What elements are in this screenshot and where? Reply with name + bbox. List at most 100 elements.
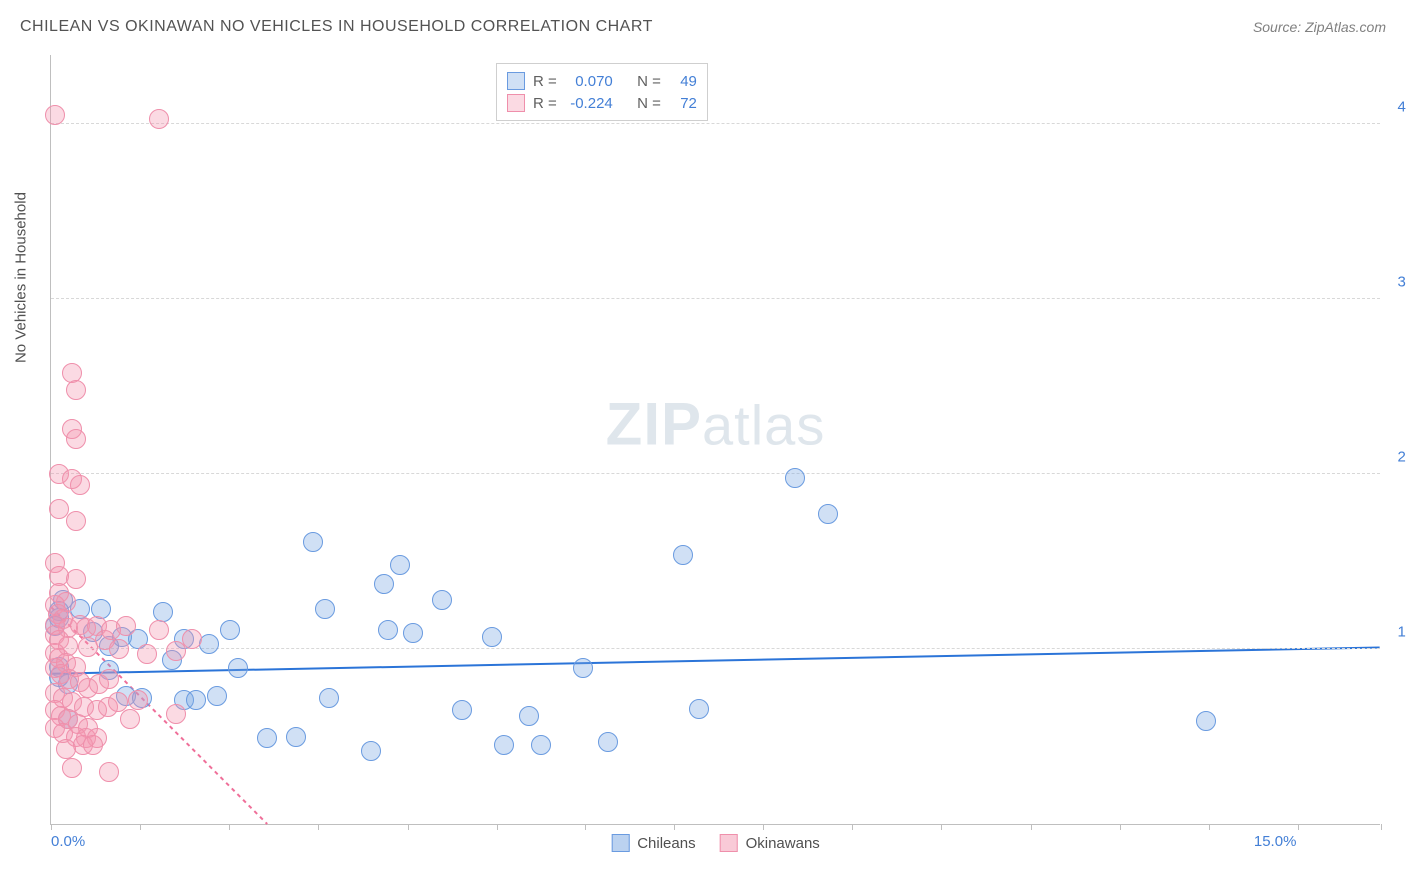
x-tick	[941, 824, 942, 830]
data-point	[378, 620, 398, 640]
y-axis-title: No Vehicles in Household	[13, 192, 30, 363]
x-tick	[1120, 824, 1121, 830]
scatter-chart: No Vehicles in Household ZIPatlas R =0.0…	[50, 55, 1380, 825]
chart-title: CHILEAN VS OKINAWAN NO VEHICLES IN HOUSE…	[20, 18, 653, 36]
stats-n-value: 49	[669, 73, 697, 90]
x-tick	[1209, 824, 1210, 830]
stats-legend-box: R = 0.070 N = 49 R = -0.224 N = 72	[496, 63, 708, 121]
legend-item: Chileans	[611, 834, 695, 852]
series-legend: Chileans Okinawans	[611, 834, 820, 852]
data-point	[315, 599, 335, 619]
stats-r-value: 0.070	[565, 73, 613, 90]
data-point	[149, 109, 169, 129]
data-point	[598, 732, 618, 752]
data-point	[66, 380, 86, 400]
data-point	[45, 105, 65, 125]
data-point	[303, 532, 323, 552]
data-point	[673, 545, 693, 565]
data-point	[257, 728, 277, 748]
x-tick-label: 15.0%	[1254, 833, 1297, 850]
data-point	[482, 627, 502, 647]
data-point	[361, 741, 381, 761]
stats-row: R = 0.070 N = 49	[507, 70, 697, 92]
data-point	[109, 639, 129, 659]
x-tick	[1031, 824, 1032, 830]
data-point	[149, 620, 169, 640]
trend-lines-layer	[51, 55, 1380, 824]
gridline	[51, 648, 1380, 649]
gridline	[51, 123, 1380, 124]
trend-line	[51, 647, 1379, 673]
legend-label: Okinawans	[746, 835, 820, 852]
data-point	[452, 700, 472, 720]
stats-n-label: N =	[637, 73, 661, 90]
data-point	[319, 688, 339, 708]
legend-item: Okinawans	[720, 834, 820, 852]
x-tick	[408, 824, 409, 830]
data-point	[390, 555, 410, 575]
x-tick	[497, 824, 498, 830]
data-point	[818, 504, 838, 524]
stats-n-value: 72	[669, 95, 697, 112]
x-tick	[674, 824, 675, 830]
data-point	[128, 690, 148, 710]
y-tick-label: 40.0%	[1397, 99, 1406, 116]
data-point	[99, 762, 119, 782]
data-point	[66, 569, 86, 589]
legend-swatch	[611, 834, 629, 852]
data-point	[120, 709, 140, 729]
data-point	[166, 641, 186, 661]
source-attribution: Source: ZipAtlas.com	[1253, 19, 1386, 35]
data-point	[228, 658, 248, 678]
x-tick	[229, 824, 230, 830]
x-tick	[1298, 824, 1299, 830]
x-tick	[852, 824, 853, 830]
data-point	[519, 706, 539, 726]
data-point	[66, 429, 86, 449]
data-point	[573, 658, 593, 678]
data-point	[62, 758, 82, 778]
data-point	[403, 623, 423, 643]
data-point	[785, 468, 805, 488]
data-point	[116, 616, 136, 636]
series-swatch	[507, 72, 525, 90]
y-tick-label: 30.0%	[1397, 274, 1406, 291]
x-tick-label: 0.0%	[51, 833, 85, 850]
stats-row: R = -0.224 N = 72	[507, 92, 697, 114]
data-point	[286, 727, 306, 747]
data-point	[137, 644, 157, 664]
stats-n-label: N =	[637, 95, 661, 112]
data-point	[207, 686, 227, 706]
data-point	[83, 735, 103, 755]
data-point	[689, 699, 709, 719]
data-point	[494, 735, 514, 755]
data-point	[70, 475, 90, 495]
data-point	[432, 590, 452, 610]
data-point	[166, 704, 186, 724]
data-point	[531, 735, 551, 755]
data-point	[1196, 711, 1216, 731]
stats-r-label: R =	[533, 73, 557, 90]
series-swatch	[507, 94, 525, 112]
data-point	[56, 739, 76, 759]
data-point	[374, 574, 394, 594]
x-tick	[763, 824, 764, 830]
y-tick-label: 20.0%	[1397, 449, 1406, 466]
stats-r-value: -0.224	[565, 95, 613, 112]
gridline	[51, 298, 1380, 299]
x-tick	[51, 824, 52, 830]
x-tick	[318, 824, 319, 830]
x-tick	[140, 824, 141, 830]
data-point	[182, 629, 202, 649]
stats-r-label: R =	[533, 95, 557, 112]
x-tick	[585, 824, 586, 830]
x-tick	[1381, 824, 1382, 830]
legend-swatch	[720, 834, 738, 852]
legend-label: Chileans	[637, 835, 695, 852]
data-point	[220, 620, 240, 640]
data-point	[108, 692, 128, 712]
gridline	[51, 473, 1380, 474]
data-point	[66, 511, 86, 531]
y-tick-label: 10.0%	[1397, 624, 1406, 641]
data-point	[186, 690, 206, 710]
